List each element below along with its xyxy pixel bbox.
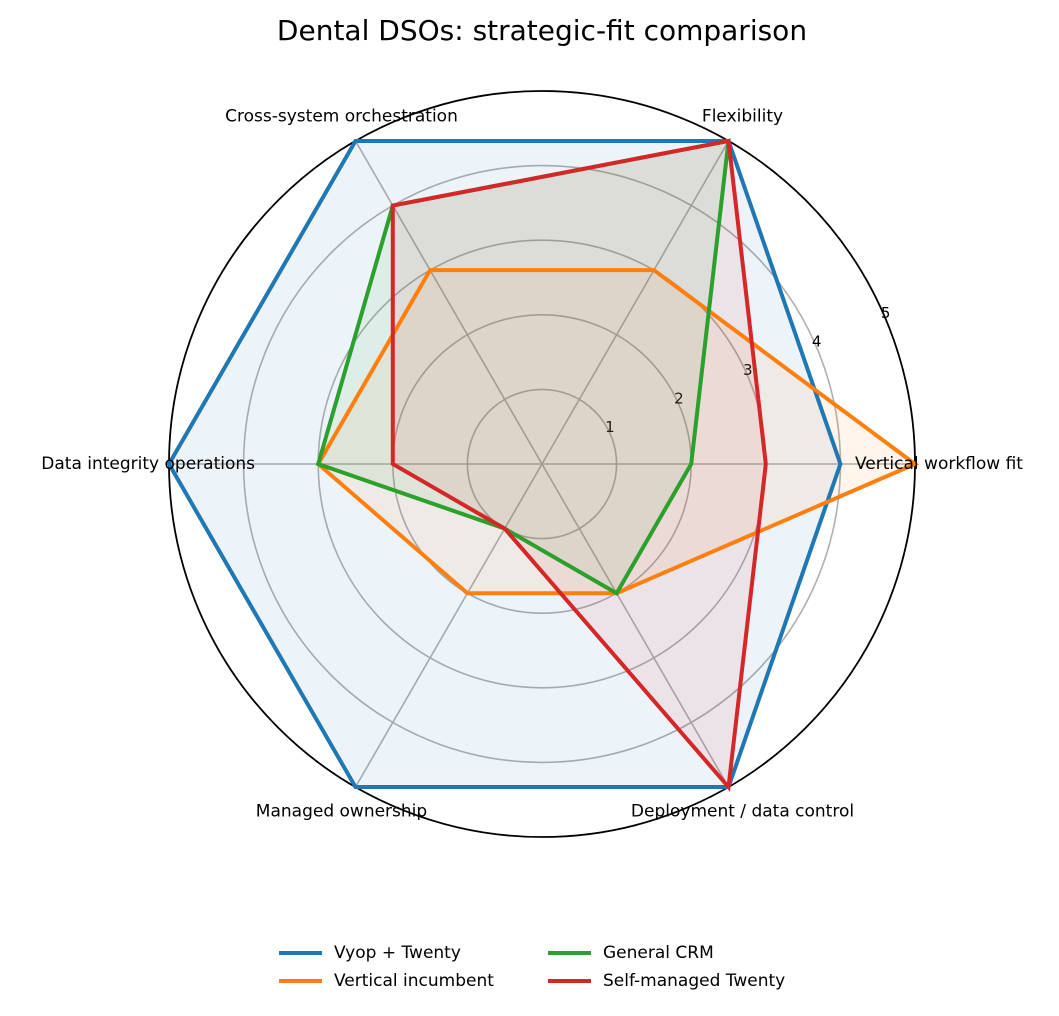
series-fill-1 [318, 270, 915, 594]
series-fill-0 [169, 140, 841, 788]
legend-item-3: Self-managed Twenty [548, 971, 785, 991]
radial-tick-label-5: 5 [881, 304, 891, 322]
legend-label-2: General CRM [603, 943, 714, 963]
radial-tick-label-3: 3 [743, 361, 753, 379]
legend: Vyop + Twenty Vertical incumbent General C… [279, 943, 785, 991]
chart-title: Dental DSOs: strategic-fit comparison [277, 14, 807, 47]
legend-item-0: Vyop + Twenty [279, 943, 461, 963]
legend-label-3: Self-managed Twenty [603, 971, 785, 991]
radial-tick-label-2: 2 [674, 389, 684, 407]
grid-spoke-2 [354, 140, 543, 465]
axis-label-2: Cross-system orchestration [225, 107, 458, 127]
grid-spoke-4 [354, 463, 543, 788]
grid-spoke-1 [541, 140, 730, 465]
radial-tick-label-4: 4 [812, 332, 822, 350]
series-line-3 [390, 138, 768, 792]
axis-label-5: Deployment / data control [631, 801, 854, 821]
legend-label-1: Vertical incumbent [334, 971, 494, 991]
grid-spoke-5 [541, 463, 730, 788]
radial-tick-label-1: 1 [605, 418, 615, 436]
radar-series [166, 138, 919, 792]
axis-label-3: Data integrity operations [41, 454, 255, 474]
axis-label-0: Vertical workflow fit [855, 454, 1023, 474]
radar-axis-labels: Vertical workflow fit Flexibility Cross-sy… [41, 107, 1023, 822]
series-fill-3 [392, 140, 766, 788]
legend-item-1: Vertical incumbent [279, 971, 494, 991]
legend-item-2: General CRM [548, 943, 714, 963]
axis-label-1: Flexibility [702, 107, 783, 127]
axis-label-4: Managed ownership [256, 801, 427, 821]
legend-label-0: Vyop + Twenty [334, 943, 461, 963]
